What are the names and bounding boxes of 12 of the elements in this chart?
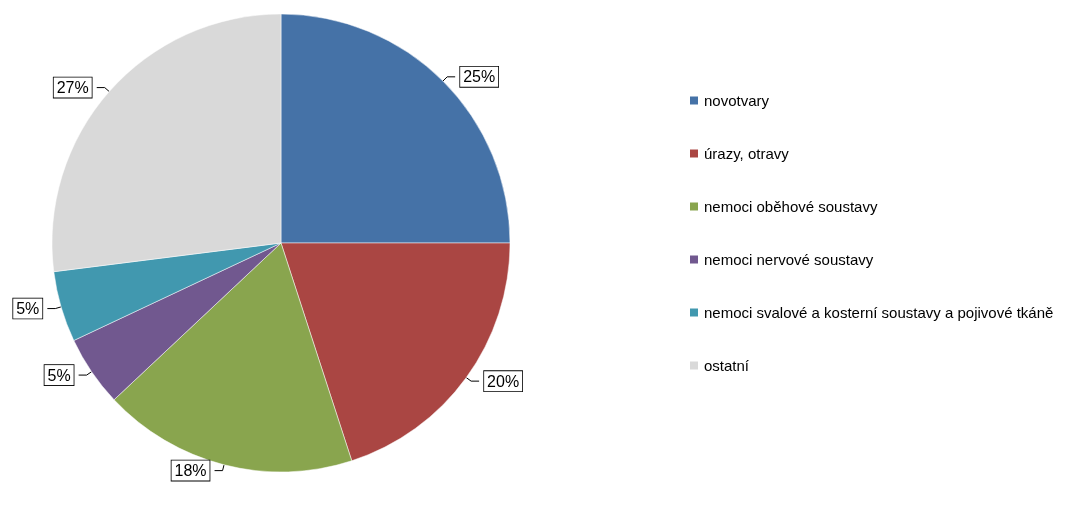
legend-label: nemoci oběhové soustavy xyxy=(704,198,878,215)
data-label: 5% xyxy=(16,300,40,318)
legend-label: úrazy, otravy xyxy=(704,145,790,162)
data-label: 5% xyxy=(47,366,71,384)
legend-label: nemoci svalové a kosterní soustavy a pojivové tkáně xyxy=(704,304,1054,321)
legend-label: ostatní xyxy=(704,357,750,374)
legend-label: nemoci nervové soustavy xyxy=(704,251,874,268)
legend-label: novotvary xyxy=(704,92,770,109)
data-label: 20% xyxy=(487,372,520,390)
data-label: 18% xyxy=(174,462,207,480)
data-label: 27% xyxy=(56,79,89,97)
data-label: 25% xyxy=(463,68,496,86)
